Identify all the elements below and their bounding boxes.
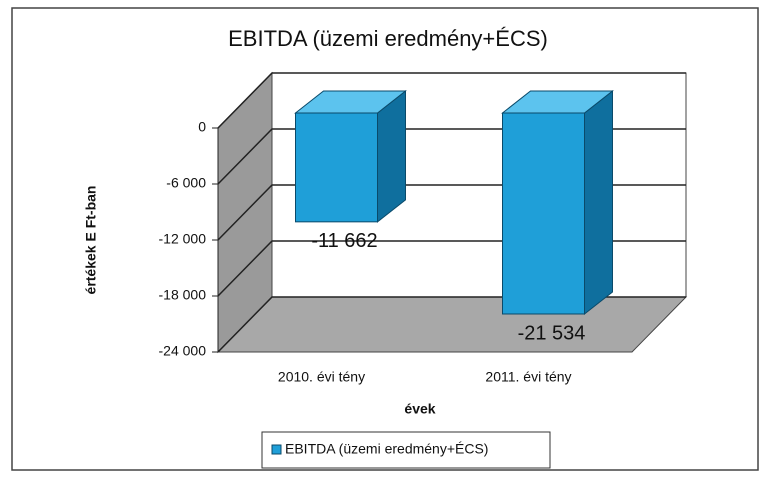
data-label: -11 662: [311, 230, 377, 252]
chart-title: EBITDA (üzemi eredmény+ÉCS): [228, 26, 548, 51]
bar: [295, 112, 378, 223]
floor: [216, 296, 688, 353]
legend-label: EBITDA (üzemi eredmény+ÉCS): [285, 441, 488, 457]
x-axis-title: évek: [404, 401, 435, 417]
data-label: -21 534: [518, 322, 586, 344]
y-tick-label: 0: [198, 119, 206, 135]
y-tick-label: -24 000: [159, 343, 207, 359]
grid-line: [217, 72, 686, 129]
legend: [261, 431, 551, 469]
y-tick-label: -18 000: [159, 287, 207, 303]
y-tick-label: -12 000: [159, 231, 207, 247]
y-axis-title: értékek E Ft-ban: [83, 186, 99, 295]
y-tick-label: -6 000: [166, 175, 206, 191]
bar: [502, 112, 585, 315]
x-tick-label: 2010. évi tény: [278, 369, 365, 385]
bar-side: [584, 89, 613, 316]
bar-side: [377, 89, 406, 223]
x-tick-label: 2011. évi tény: [485, 369, 571, 385]
legend-swatch: [271, 444, 282, 455]
